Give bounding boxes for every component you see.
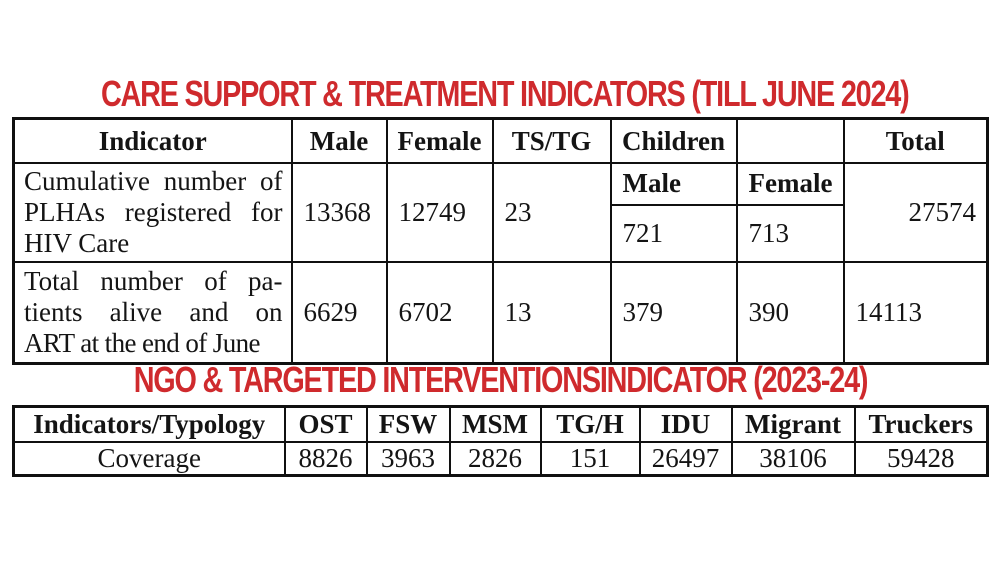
cst-row2-female: 6702 xyxy=(385,261,494,365)
cst-row1-indicator-line3: HIV Care xyxy=(24,228,130,258)
ngo-table: Indicators/Typology OST FSW MSM TG/H IDU… xyxy=(12,405,989,477)
ngo-header-truckers: Truckers xyxy=(853,405,989,443)
cst-header-male: Male xyxy=(290,117,388,164)
cst-header-children-spacer xyxy=(735,117,845,164)
cst-header-female: Female xyxy=(385,117,494,164)
cst-row1-female: 12749 xyxy=(385,162,494,263)
ngo-coverage-migrant: 38106 xyxy=(730,441,856,477)
ngo-title-text: NGO & TARGETED INTERVENTIONSINDICATOR (2… xyxy=(133,359,868,400)
cst-row2-children-male: 379 xyxy=(609,261,738,365)
ngo-header-row: Indicators/Typology OST FSW MSM TG/H IDU… xyxy=(12,405,989,443)
cst-row2-total: 14113 xyxy=(842,261,989,365)
cst-row1-indicator-line1: Cumulative number of xyxy=(24,166,283,196)
care-support-table: Indicator Male Female TS/TG Children Tot… xyxy=(12,117,989,365)
cst-row1-children-values: 721 713 xyxy=(14,203,988,264)
ngo-title: NGO & TARGETED INTERVENTIONSINDICATOR (2… xyxy=(0,362,1000,398)
ngo-coverage-msm: 2826 xyxy=(448,441,542,477)
cst-row1-male: 13368 xyxy=(290,162,388,263)
cst-row2-male: 6629 xyxy=(290,261,388,365)
cst-children-male-subheader: Male xyxy=(609,162,738,206)
cst-children-female-subheader: Female xyxy=(735,162,845,206)
cst-row2-indicator-line1: Total number of pa- xyxy=(24,266,283,296)
ngo-header-ost: OST xyxy=(283,405,368,443)
ngo-coverage-truckers: 59428 xyxy=(853,441,989,477)
cst-row1-indicator-line2: PLHAs registered for xyxy=(24,197,283,227)
ngo-coverage-row: Coverage 8826 3963 2826 151 26497 38106 … xyxy=(12,441,989,477)
care-support-title-text: CARE SUPPORT & TREATMENT INDICATORS (TIL… xyxy=(100,73,910,114)
cst-row2-indicator: Total number of pa- tients alive and on … xyxy=(12,261,293,365)
cst-row1-indicator: Cumulative number of PLHAs registered fo… xyxy=(12,162,293,263)
cst-row1-ts-tg: 23 xyxy=(491,162,612,263)
cst-row2-indicator-line3: ART at the end of June xyxy=(24,328,260,358)
cst-row2-ts-tg: 13 xyxy=(491,261,612,365)
ngo-coverage-ost: 8826 xyxy=(283,441,368,477)
cst-header-children: Children xyxy=(609,117,738,164)
cst-header-row: Indicator Male Female TS/TG Children Tot… xyxy=(12,117,989,164)
cst-header-total: Total xyxy=(842,117,989,164)
cst-row2: Total number of pa- tients alive and on … xyxy=(12,261,989,365)
ngo-coverage-idu: 26497 xyxy=(638,441,733,477)
ngo-header-indicators-typology: Indicators/Typology xyxy=(12,405,286,443)
ngo-coverage-label: Coverage xyxy=(12,441,286,477)
cst-row2-indicator-line2: tients alive and on xyxy=(24,297,283,327)
ngo-header-fsw: FSW xyxy=(365,405,451,443)
cst-header-ts-tg: TS/TG xyxy=(491,117,612,164)
care-support-title: CARE SUPPORT & TREATMENT INDICATORS (TIL… xyxy=(0,76,1000,112)
cst-row1-children-female: 713 xyxy=(735,203,845,264)
ngo-coverage-tg-h: 151 xyxy=(539,441,641,477)
cst-header-indicator: Indicator xyxy=(12,117,293,164)
ngo-header-migrant: Migrant xyxy=(730,405,856,443)
ngo-header-idu: IDU xyxy=(638,405,733,443)
cst-row1-total: 27574 xyxy=(842,162,989,263)
ngo-coverage-fsw: 3963 xyxy=(365,441,451,477)
ngo-header-tg-h: TG/H xyxy=(539,405,641,443)
cst-row1-children-male: 721 xyxy=(609,203,738,264)
cst-row2-children-female: 390 xyxy=(735,261,845,365)
cst-row1-subheader: Cumulative number of PLHAs registered fo… xyxy=(12,162,989,263)
ngo-header-msm: MSM xyxy=(448,405,542,443)
